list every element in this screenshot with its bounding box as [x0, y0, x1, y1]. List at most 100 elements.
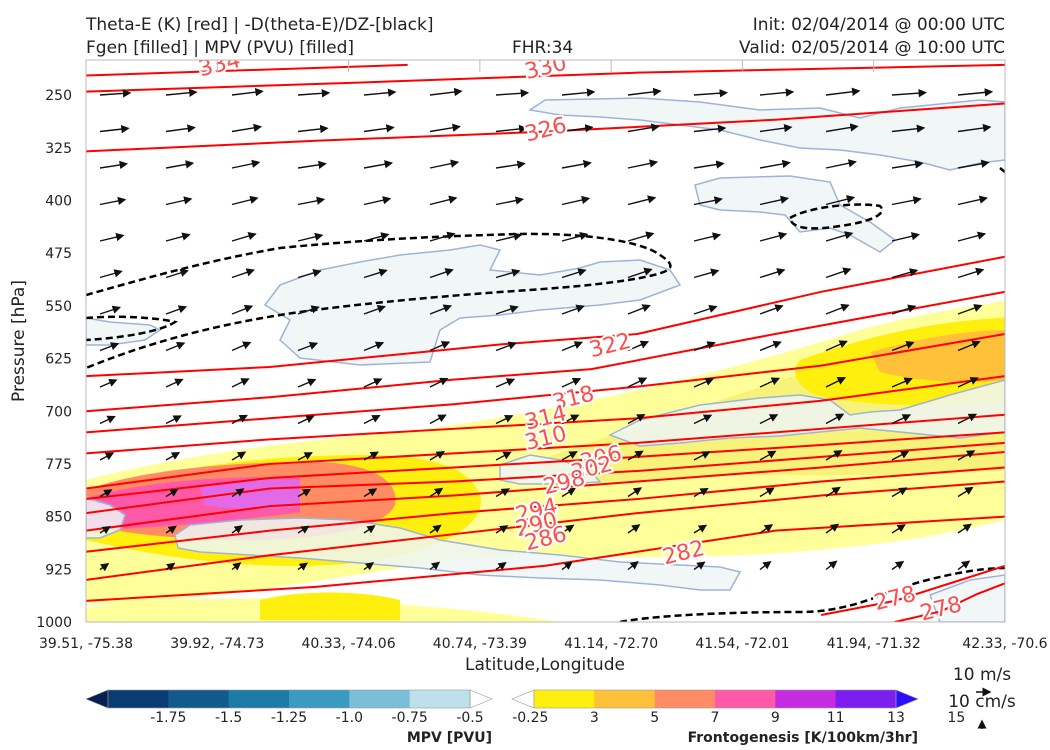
y-tick-label: 925 [45, 562, 72, 578]
wind-vector [561, 414, 580, 425]
wind-vector [297, 341, 319, 352]
valid-time: Valid: 02/05/2014 @ 10:00 UTC [739, 38, 1005, 58]
wind-vector [165, 562, 176, 571]
wind-vector [1024, 450, 1040, 460]
wind-vector [429, 123, 461, 133]
fgen-tick-label: 13 [887, 710, 905, 726]
wind-vector [561, 377, 582, 388]
wind-vector [957, 231, 987, 242]
wind-vector [231, 414, 248, 425]
theta-e-contour [894, 582, 1005, 622]
wind-vector [429, 231, 456, 242]
mpv-tick-label: -0.25 [512, 710, 548, 726]
wind-vector [297, 160, 327, 169]
wind-vector [363, 196, 392, 206]
wind-vector [891, 124, 926, 133]
theta-e-label: 278 [872, 582, 919, 616]
theta-e-contours [86, 63, 1005, 622]
wind-vector [825, 231, 854, 242]
wind-vector [429, 451, 445, 461]
wind-vector [627, 123, 660, 133]
wind-vector [231, 378, 250, 388]
wind-vector [1024, 414, 1042, 424]
wind-vector [561, 341, 584, 352]
wind-vector [825, 523, 840, 534]
wind-vector [495, 488, 511, 498]
y-tick-label: 325 [45, 141, 72, 157]
theta-e-contour [86, 290, 1005, 413]
colorbar-segment [228, 690, 290, 708]
wind-vector [957, 377, 979, 388]
wind-vector [231, 562, 242, 571]
colorbar-segment [349, 690, 411, 708]
wind-vector [825, 413, 845, 425]
theta-e-label: 330 [522, 51, 569, 85]
wind-vector [165, 232, 191, 242]
wind-vector [693, 377, 715, 388]
colorbar-segment [835, 690, 897, 708]
fgen-tick-label: 11 [827, 710, 845, 726]
y-tick-label: 850 [45, 510, 72, 526]
wind-vector [429, 561, 441, 571]
wind-vector [891, 487, 908, 498]
theta-e-label: 334 [196, 48, 243, 82]
wind-vector [231, 451, 247, 461]
wind-vector [1024, 197, 1050, 204]
wind-vector [825, 486, 841, 498]
wind-vector [693, 232, 722, 242]
wind-vector [825, 123, 859, 133]
fgen-tick-label: 9 [771, 710, 780, 726]
wind-vector [99, 489, 113, 498]
wind-vector [627, 340, 650, 352]
wind-vector [693, 561, 706, 571]
wind-vector [693, 451, 711, 461]
theta-e-contour [86, 450, 1005, 532]
wind-vector [891, 524, 906, 534]
wind-vector [825, 303, 850, 315]
theta-e-contour [86, 431, 1005, 501]
wind-vector [165, 415, 182, 425]
wind-vector [825, 159, 857, 169]
wind-vector [891, 560, 905, 571]
wind-vector [1024, 377, 1044, 387]
wind-vector [297, 525, 310, 534]
wind-vector [495, 196, 525, 206]
wind-vector [99, 89, 132, 98]
y-tick-label: 550 [45, 299, 72, 315]
wind-vector [495, 160, 526, 169]
wind-vector [957, 304, 983, 315]
wind-vector [297, 452, 313, 461]
init-time: Init: 02/04/2014 @ 00:00 UTC [752, 15, 1005, 35]
colorbar-outline [107, 689, 471, 709]
colorbar-segment [534, 690, 595, 708]
wind-vector [429, 487, 444, 498]
wind-vector [363, 562, 375, 571]
wind-vector [495, 124, 528, 134]
colorbar-extend-low [85, 689, 109, 709]
wind-vector [165, 268, 189, 279]
wind-vector [759, 268, 786, 279]
wind-vector [957, 560, 971, 571]
wind-vector [759, 195, 790, 206]
wind-vector [1024, 487, 1038, 496]
wind-vector [165, 488, 179, 498]
wind-vector [429, 304, 453, 315]
x-tick-label: 41.14, -72.70 [564, 636, 658, 652]
fgen-tick-label: 3 [590, 710, 599, 726]
wind-vector [99, 342, 120, 352]
wind-vector [297, 378, 317, 388]
wind-vector [297, 415, 315, 425]
wind-vector [627, 87, 662, 97]
wind-vector [495, 561, 507, 571]
wind-vector [297, 89, 331, 98]
mpv-tick-label: -0.5 [456, 710, 483, 726]
wind-vector [495, 232, 523, 242]
wind-vector [825, 195, 856, 206]
x-axis-label: Latitude,Longitude [465, 655, 625, 675]
wind-vector [759, 340, 782, 352]
wind-vector [429, 341, 451, 352]
wind-vector [693, 124, 727, 133]
wind-vector [165, 378, 184, 388]
colorbar-segment [168, 690, 230, 708]
